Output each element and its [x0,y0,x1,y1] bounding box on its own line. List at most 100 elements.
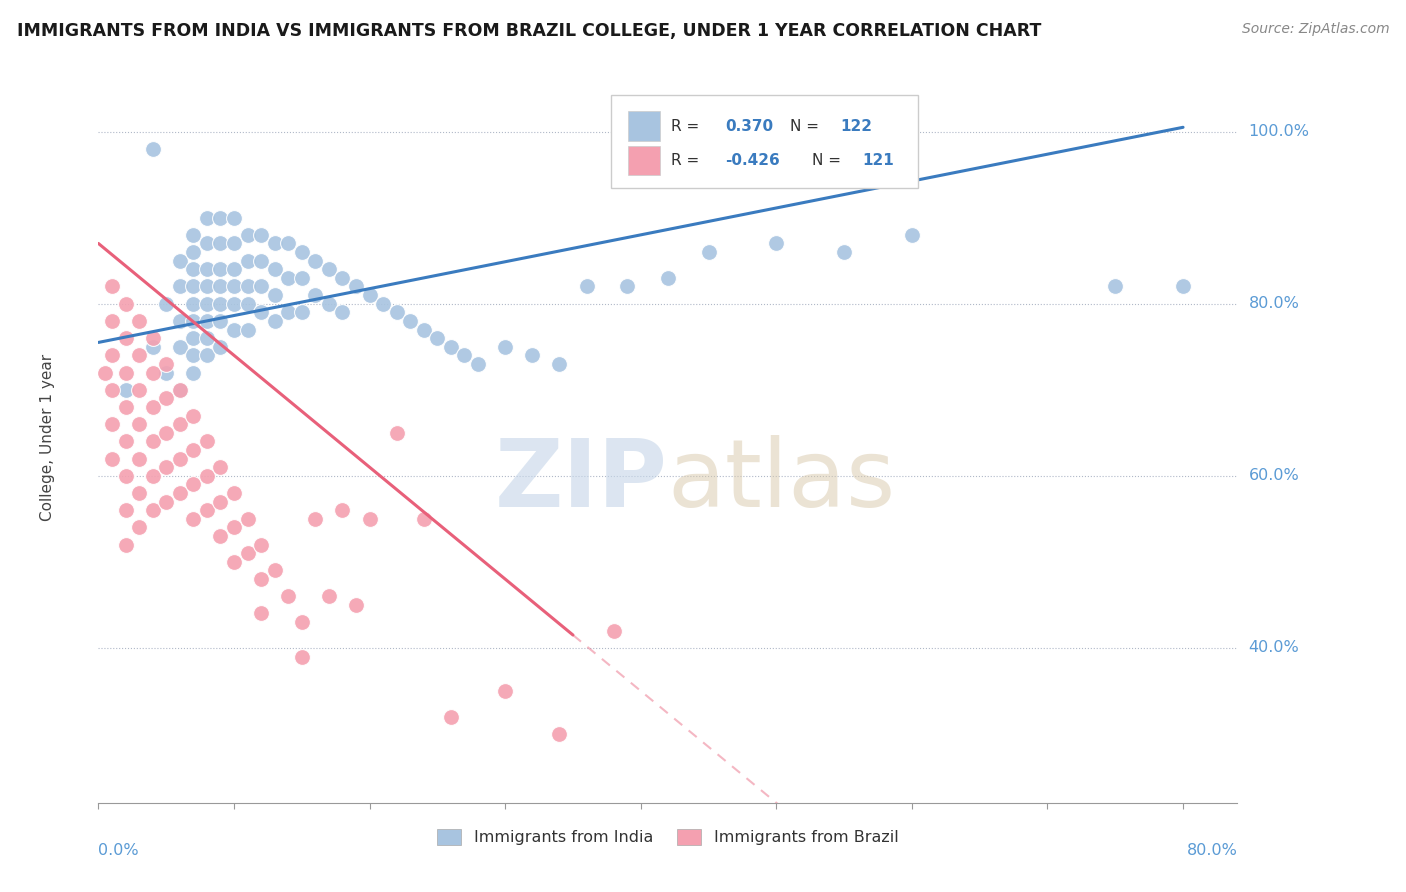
Point [440,710,463,724]
Point [332,503,354,517]
FancyBboxPatch shape [612,95,918,188]
Text: atlas: atlas [668,435,896,527]
Point [94,366,117,380]
Point [209,236,232,251]
Point [128,451,150,466]
Text: -0.426: -0.426 [725,153,779,168]
Point [142,434,165,449]
Point [142,468,165,483]
Point [209,262,232,277]
Point [183,348,205,362]
Point [169,383,191,397]
Point [385,425,408,440]
Point [195,262,218,277]
Point [277,271,299,285]
Point [183,366,205,380]
Point [657,271,679,285]
Point [195,503,218,517]
Text: Source: ZipAtlas.com: Source: ZipAtlas.com [1241,22,1389,37]
Point [209,529,232,543]
Point [222,486,245,500]
Point [263,564,285,578]
Point [263,314,285,328]
Point [522,348,544,362]
Point [263,262,285,277]
Point [183,245,205,260]
Point [332,305,354,319]
Point [195,314,218,328]
Point [101,383,124,397]
Point [399,314,422,328]
Point [155,494,177,508]
Point [250,227,273,242]
Point [101,279,124,293]
Point [142,340,165,354]
Point [412,512,434,526]
Point [575,279,598,293]
Point [222,555,245,569]
Text: 0.0%: 0.0% [98,843,139,858]
FancyBboxPatch shape [628,146,659,175]
Point [277,589,299,603]
Point [304,253,326,268]
Point [250,538,273,552]
Point [901,227,924,242]
Point [236,296,259,310]
Point [209,279,232,293]
Point [169,314,191,328]
Point [195,468,218,483]
Point [195,331,218,345]
Point [183,442,205,457]
Text: 0.370: 0.370 [725,119,773,134]
Point [169,279,191,293]
Point [128,383,150,397]
Point [832,245,855,260]
Point [183,331,205,345]
Point [209,314,232,328]
Point [114,383,136,397]
Text: College, Under 1 year: College, Under 1 year [39,353,55,521]
Point [359,288,381,302]
Point [765,236,787,251]
Point [318,262,340,277]
Point [236,279,259,293]
Point [602,624,624,638]
Point [209,211,232,225]
Text: R =: R = [671,119,709,134]
Point [250,607,273,621]
Point [209,340,232,354]
Point [250,572,273,586]
Point [169,340,191,354]
Point [128,417,150,432]
Point [155,296,177,310]
Point [697,245,720,260]
Point [128,314,150,328]
Point [291,271,314,285]
Point [1171,279,1194,293]
Point [183,512,205,526]
Text: 80.0%: 80.0% [1187,843,1237,858]
Point [277,305,299,319]
Text: ZIP: ZIP [495,435,668,527]
Text: IMMIGRANTS FROM INDIA VS IMMIGRANTS FROM BRAZIL COLLEGE, UNDER 1 YEAR CORRELATIO: IMMIGRANTS FROM INDIA VS IMMIGRANTS FROM… [17,22,1042,40]
Point [291,649,314,664]
Point [142,366,165,380]
Point [209,494,232,508]
Point [616,279,638,293]
Point [236,227,259,242]
Point [169,486,191,500]
Point [222,262,245,277]
Point [101,417,124,432]
Point [114,366,136,380]
Point [304,288,326,302]
Point [467,357,489,371]
Point [195,434,218,449]
Point [250,253,273,268]
Text: 121: 121 [863,153,894,168]
Point [169,451,191,466]
Point [548,727,571,741]
Point [101,451,124,466]
Point [344,598,367,612]
Point [183,227,205,242]
Point [183,314,205,328]
